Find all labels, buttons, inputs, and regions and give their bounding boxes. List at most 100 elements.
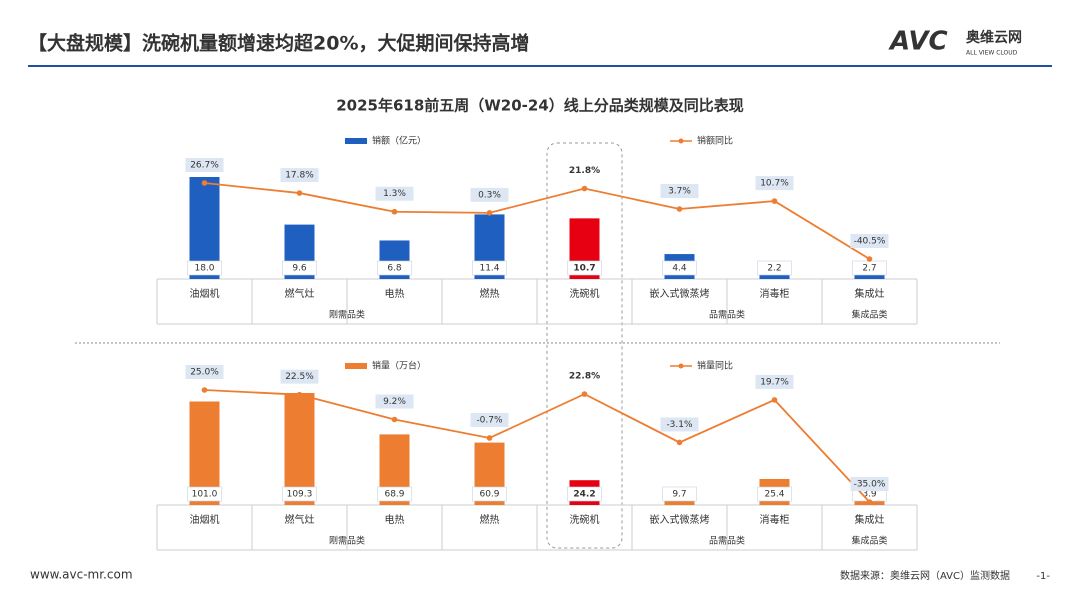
- source: 数据来源：奥维云网（AVC）监测数据: [840, 569, 1010, 582]
- group-label: 品需品类: [709, 535, 745, 547]
- bar-label: 4.4: [672, 264, 687, 274]
- bar-label-box: [567, 486, 602, 502]
- line-label: -40.5%: [854, 237, 886, 247]
- legend-label: 销额（亿元）: [372, 135, 426, 147]
- category-label: 燃热: [480, 287, 500, 300]
- bar-label: 101.0: [192, 490, 218, 500]
- line-marker: [581, 185, 588, 192]
- bar-label: 3.9: [862, 490, 877, 500]
- line-label: 21.8%: [569, 166, 600, 176]
- group-label: 集成品类: [851, 535, 887, 547]
- line-marker: [391, 416, 398, 423]
- bar-label-box: [377, 486, 412, 502]
- line-marker: [391, 208, 398, 215]
- line-label-box: [755, 176, 794, 191]
- bar-label-box: [282, 260, 317, 276]
- line-label: 19.7%: [760, 377, 789, 387]
- line-label-box: [185, 365, 224, 379]
- category-label: 嵌入式微蒸烤: [650, 513, 710, 526]
- line-marker: [486, 210, 493, 216]
- line-label: 26.7%: [190, 161, 219, 171]
- line-marker: [866, 499, 873, 505]
- bar-label: 6.8: [387, 264, 402, 274]
- legend-marker: [678, 138, 684, 144]
- category-label: 消毒柜: [760, 513, 790, 526]
- line-label-box: [850, 477, 889, 491]
- line-marker: [771, 198, 778, 204]
- bar-label: 25.4: [764, 490, 784, 500]
- group-label: 刚需品类: [329, 309, 365, 321]
- line-label-box: [470, 412, 509, 427]
- logo: AVC: [888, 27, 948, 57]
- bar-label: 109.3: [287, 490, 313, 500]
- line-label-box: [375, 186, 414, 201]
- bar-label: 2.2: [767, 264, 781, 274]
- category-label: 嵌入式微蒸烤: [650, 287, 710, 300]
- group-label: 集成品类: [851, 309, 887, 321]
- bar-label: 11.4: [479, 264, 499, 274]
- chart-title: 2025年618前五周（W20-24）线上分品类规模及同比表现: [336, 97, 744, 115]
- line-label-box: [755, 374, 794, 389]
- bar-label-box: [377, 260, 412, 276]
- bar-label-box: [662, 486, 697, 502]
- category-label: 燃气灶: [285, 287, 315, 300]
- line-label: 1.3%: [383, 189, 406, 199]
- line-marker: [676, 439, 683, 446]
- category-label: 燃热: [480, 513, 500, 526]
- category-label: 洗碗机: [570, 513, 600, 526]
- line-label: 17.8%: [285, 171, 314, 181]
- category-label: 燃气灶: [285, 513, 315, 526]
- bar-label-box: [187, 260, 222, 276]
- legend-label: 销量同比: [697, 360, 733, 372]
- legend-label: 销量（万台）: [372, 360, 426, 372]
- line-label: 0.3%: [478, 190, 501, 200]
- bar-label: 68.9: [384, 490, 404, 500]
- page-number: -1-: [1036, 571, 1050, 582]
- bar-label: 18.0: [194, 264, 214, 274]
- line-label-box: [565, 369, 604, 384]
- line-marker: [201, 180, 208, 186]
- bar: [284, 393, 315, 505]
- category-label: 集成灶: [855, 287, 885, 300]
- slide-title: 【大盘规模】洗碗机量额增速均超20%，大促期间保持高增: [28, 32, 529, 55]
- bar-label-box: [757, 486, 792, 502]
- category-label: 油烟机: [190, 287, 220, 300]
- category-label: 油烟机: [190, 513, 220, 526]
- line-label: -0.7%: [476, 415, 503, 425]
- line-label: 3.7%: [668, 187, 691, 197]
- line-label: 22.8%: [569, 372, 600, 382]
- category-label: 集成灶: [855, 513, 885, 526]
- line-label-box: [660, 417, 699, 432]
- line-label-box: [660, 184, 699, 199]
- bar-label: 9.6: [292, 264, 307, 274]
- legend-label: 销额同比: [697, 135, 733, 147]
- line-label-box: [375, 394, 414, 409]
- category-label: 电热: [385, 287, 405, 300]
- line-label-box: [280, 168, 319, 183]
- line-marker: [581, 391, 588, 397]
- line-marker: [866, 256, 873, 262]
- line-label: 25.0%: [190, 368, 219, 378]
- website: www.avc-mr.com: [30, 568, 133, 582]
- bar-label: 60.9: [479, 490, 499, 500]
- line-label-box: [280, 369, 319, 384]
- group-label: 刚需品类: [329, 535, 365, 547]
- legend-swatch: [345, 138, 367, 144]
- category-label: 电热: [385, 513, 405, 526]
- line-marker: [201, 387, 208, 393]
- bar-label-box: [757, 260, 792, 276]
- line-label-box: [185, 158, 224, 172]
- line-marker: [296, 190, 303, 196]
- line-label: -35.0%: [854, 480, 886, 490]
- bar-label: 24.2: [573, 490, 595, 500]
- bar-label: 2.7: [862, 264, 876, 274]
- line-label-box: [565, 163, 604, 178]
- category-label: 消毒柜: [760, 287, 790, 300]
- line-marker: [486, 435, 493, 441]
- line-label: -3.1%: [666, 420, 693, 430]
- line: [204, 182, 870, 260]
- bar-label-box: [472, 260, 507, 276]
- bar-label-box: [472, 486, 507, 502]
